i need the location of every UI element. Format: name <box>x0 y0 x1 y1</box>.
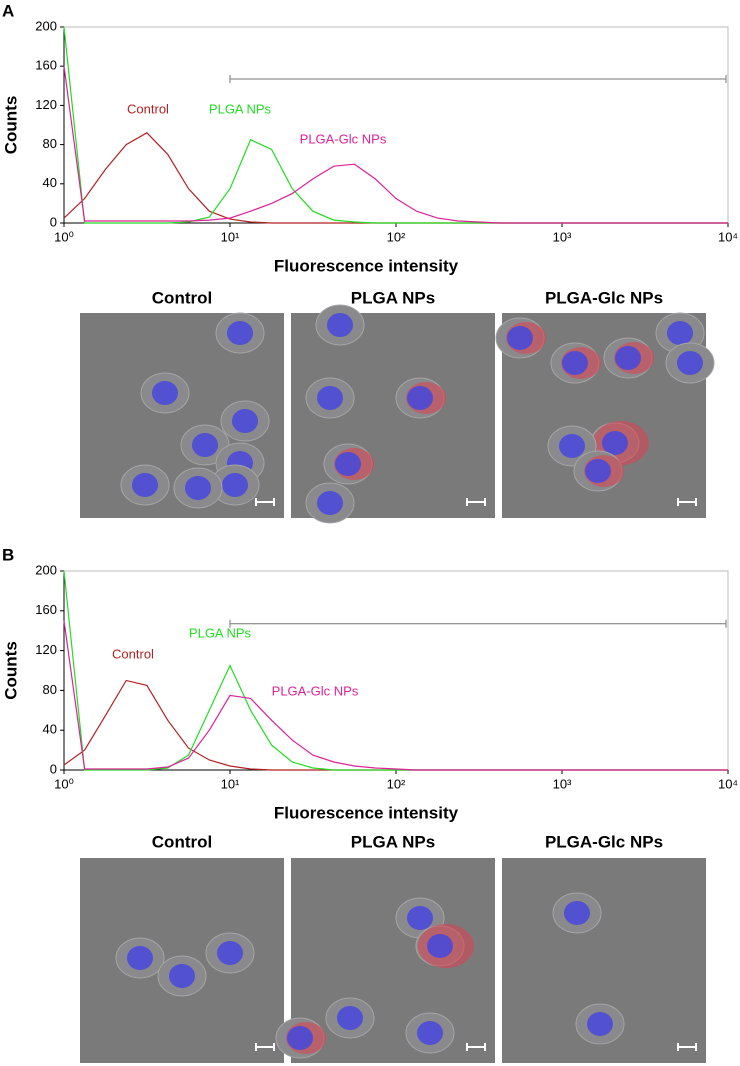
image-title: PLGA-Glc NPs <box>545 832 663 851</box>
nucleus <box>217 941 243 965</box>
nucleus <box>222 473 248 497</box>
x-tick-label: 10⁴ <box>718 229 738 244</box>
nucleus <box>127 946 153 970</box>
y-tick-label: 160 <box>35 602 57 617</box>
series-label: Control <box>112 646 154 661</box>
x-tick-label: 10⁰ <box>54 776 74 791</box>
scale-bar <box>255 498 275 506</box>
nucleus <box>317 386 343 410</box>
nucleus <box>615 346 641 370</box>
panel-label: B <box>2 545 14 564</box>
nucleus <box>132 473 158 497</box>
x-tick-label: 10² <box>387 776 406 791</box>
nucleus <box>417 1021 443 1045</box>
nucleus <box>667 321 693 345</box>
series-line <box>63 679 728 771</box>
nucleus <box>564 901 590 925</box>
plot-frame <box>63 570 729 771</box>
x-tick-label: 10¹ <box>221 229 240 244</box>
scale-bar <box>255 1043 275 1051</box>
nucleus <box>602 431 628 455</box>
y-tick-label: 200 <box>35 562 57 577</box>
nucleus <box>559 434 585 458</box>
nucleus <box>427 934 453 958</box>
x-tick-label: 10³ <box>553 229 572 244</box>
image-title: PLGA NPs <box>351 288 435 307</box>
nucleus <box>507 326 533 350</box>
nucleus <box>317 491 343 515</box>
x-axis-title: Fluorescence intensity <box>274 803 459 822</box>
y-tick-label: 40 <box>43 722 57 737</box>
x-tick-label: 10⁴ <box>718 776 738 791</box>
y-tick-label: 200 <box>35 18 57 33</box>
nucleus <box>407 906 433 930</box>
nucleus <box>232 409 258 433</box>
image-title: Control <box>152 832 212 851</box>
y-tick-label: 40 <box>43 175 57 190</box>
nucleus <box>407 386 433 410</box>
series-line <box>63 570 728 771</box>
nucleus <box>192 433 218 457</box>
scale-bar <box>466 498 486 506</box>
series-label: PLGA-Glc NPs <box>272 683 359 698</box>
series-line <box>63 66 728 224</box>
series-line <box>63 26 728 224</box>
nucleus <box>562 351 588 375</box>
plot-frame <box>63 26 729 224</box>
image-title: PLGA-Glc NPs <box>545 288 663 307</box>
nucleus <box>327 313 353 337</box>
series-label: Control <box>127 101 169 116</box>
x-axis-title: Fluorescence intensity <box>274 256 459 275</box>
nucleus <box>585 459 611 483</box>
y-axis-title: Counts <box>1 641 20 700</box>
panel-label: A <box>2 1 14 20</box>
series-label: PLGA NPs <box>189 625 252 640</box>
y-tick-label: 0 <box>50 761 57 776</box>
series-line <box>63 620 728 771</box>
nucleus <box>335 452 361 476</box>
nucleus <box>677 351 703 375</box>
y-tick-label: 0 <box>50 214 57 229</box>
x-tick-label: 10³ <box>553 776 572 791</box>
image-title: PLGA NPs <box>351 832 435 851</box>
x-tick-label: 10⁰ <box>54 229 74 244</box>
scale-bar <box>466 1043 486 1051</box>
image-title: Control <box>152 288 212 307</box>
series-label: PLGA-Glc NPs <box>300 131 387 146</box>
series-label: PLGA NPs <box>209 101 272 116</box>
y-tick-label: 120 <box>35 97 57 112</box>
nucleus <box>185 476 211 500</box>
scale-bar <box>677 1043 697 1051</box>
y-tick-label: 80 <box>43 136 57 151</box>
scale-bar <box>677 498 697 506</box>
nucleus <box>152 381 178 405</box>
y-tick-label: 80 <box>43 682 57 697</box>
x-tick-label: 10² <box>387 229 406 244</box>
nucleus <box>287 1026 313 1050</box>
nucleus <box>337 1006 363 1030</box>
y-tick-label: 160 <box>35 58 57 73</box>
series-line <box>63 132 728 224</box>
y-tick-label: 120 <box>35 642 57 657</box>
nucleus <box>587 1012 613 1036</box>
x-tick-label: 10¹ <box>221 776 240 791</box>
nucleus <box>169 964 195 988</box>
y-axis-title: Counts <box>1 96 20 155</box>
nucleus <box>227 321 253 345</box>
